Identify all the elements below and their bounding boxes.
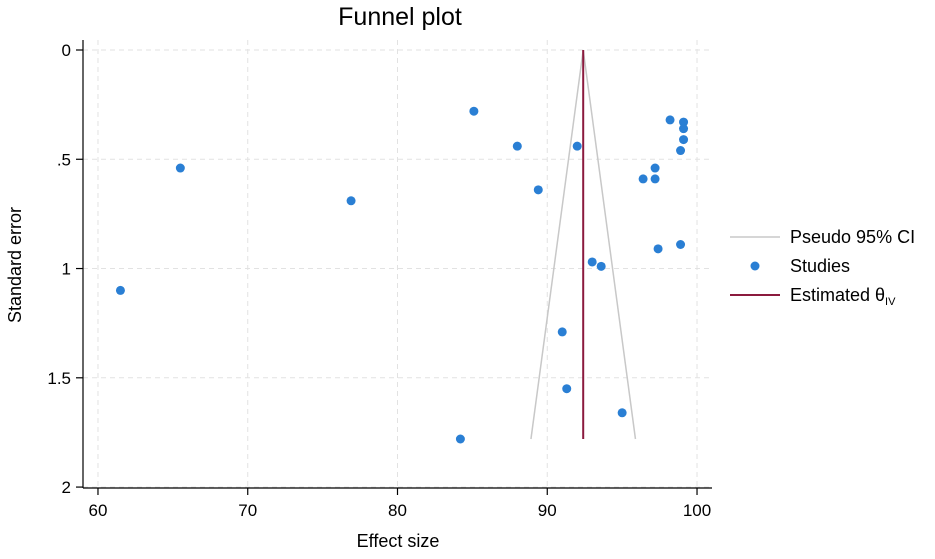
study-point-11 [676,146,686,156]
study-point-22 [455,434,465,444]
study-point-4 [175,163,185,173]
study-point-20 [562,384,572,394]
grid [83,40,712,488]
y-tick-label-1: .5 [57,150,71,169]
study-point-13 [638,174,648,184]
study-point-17 [587,257,597,267]
ci-line-right [582,49,637,440]
study-point-9 [679,124,689,134]
study-point-18 [596,261,606,271]
legend-swatch-1 [750,261,760,271]
ci-line-left [530,49,584,440]
study-point-15 [676,239,686,249]
study-point-0 [469,106,479,116]
study-point-5 [346,196,356,206]
y-tick-label-4: 2 [62,478,71,497]
y-axis-ticks: 0 .5 1 1.5 2 [47,41,83,497]
x-tick-label-1: 70 [238,501,257,520]
study-point-8 [679,117,689,127]
study-point-3 [533,185,543,195]
study-point-12 [650,163,660,173]
study-point-1 [512,141,522,151]
study-point-14 [650,174,660,184]
study-point-2 [572,141,582,151]
x-tick-label-0: 60 [89,501,108,520]
y-axis-title: Standard error [5,207,25,323]
study-point-21 [617,408,627,418]
legend-label-1: Studies [790,256,850,276]
y-tick-label-3: 1.5 [47,369,71,388]
legend: Pseudo 95% CI Studies Estimated θIV [730,227,915,308]
x-axis-title: Effect size [357,531,440,551]
study-point-7 [665,115,675,125]
study-point-6 [115,285,125,295]
study-point-10 [679,135,689,145]
study-point-19 [557,327,567,337]
legend-label-0: Pseudo 95% CI [790,227,915,247]
x-axis-ticks: 60 70 80 90 100 [89,488,711,520]
x-tick-label-3: 90 [538,501,557,520]
legend-label-2: Estimated θIV [790,285,896,308]
y-tick-label-2: 1 [62,260,71,279]
study-point-16 [653,244,663,254]
legend-label-subscript-2: IV [885,296,896,308]
x-tick-label-4: 100 [683,501,711,520]
study-points [115,106,689,444]
x-tick-label-2: 80 [388,501,407,520]
pseudo-ci-lines [530,49,637,440]
chart-title: Funnel plot [338,3,462,31]
y-tick-label-0: 0 [62,41,71,60]
